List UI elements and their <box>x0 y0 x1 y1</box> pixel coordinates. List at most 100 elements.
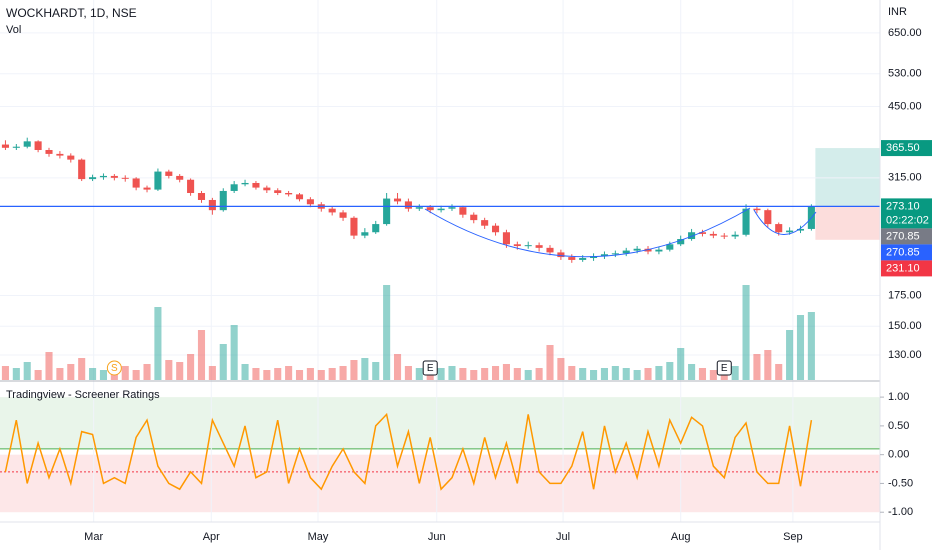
volume-bar <box>502 364 510 380</box>
candle-body <box>666 244 674 250</box>
volume-bar <box>295 370 304 380</box>
candle-body <box>295 194 304 200</box>
volume-bar <box>655 366 663 380</box>
candle-body <box>328 208 336 213</box>
volume-bar <box>677 348 685 380</box>
volume-bar <box>622 368 630 380</box>
event-label: E <box>721 363 728 374</box>
candle-body <box>132 178 140 188</box>
candle-body <box>252 182 260 188</box>
volume-bar <box>78 358 86 380</box>
candle-body <box>753 208 761 211</box>
volume-bar <box>165 360 173 380</box>
volume-bar <box>698 368 707 380</box>
candle-body <box>339 212 347 218</box>
volume-bar <box>154 307 162 380</box>
price-label: 270.85 <box>886 230 920 242</box>
volume-bar <box>513 368 521 380</box>
candle-body <box>12 146 20 148</box>
candle-body <box>274 190 282 194</box>
price-label: 270.85 <box>886 246 920 258</box>
volume-bar <box>753 354 761 380</box>
volume-bar <box>764 350 772 380</box>
candle-body <box>372 224 380 233</box>
candle-body <box>383 198 391 225</box>
candle-body <box>492 225 500 233</box>
price-label-box <box>881 260 932 277</box>
candle-body <box>67 155 75 160</box>
y2-tick-label: -0.50 <box>888 477 913 489</box>
volume-bar <box>393 354 402 380</box>
candle-body <box>263 187 271 191</box>
last-price-box <box>881 198 932 229</box>
x-tick-label: Jun <box>428 531 446 543</box>
candle-body <box>110 175 118 178</box>
candle-body <box>208 199 216 211</box>
volume-bar <box>285 366 293 380</box>
candle-body <box>89 177 97 180</box>
volume-bar <box>89 368 97 380</box>
price-label: 365.50 <box>886 142 920 154</box>
candle-body <box>99 175 108 178</box>
candle-body <box>470 214 478 221</box>
candle-body <box>557 252 565 258</box>
candle-body <box>285 193 293 195</box>
event-label: E <box>427 363 434 374</box>
candle-body <box>546 247 554 253</box>
candle-body <box>775 224 783 233</box>
x-tick-label: Sep <box>783 531 803 543</box>
volume-bar <box>731 366 739 380</box>
candle-body <box>165 171 173 176</box>
volume-bar <box>404 366 412 380</box>
candle-body <box>579 258 587 260</box>
volume-bar <box>197 330 206 380</box>
volume-bar <box>688 364 696 380</box>
volume-bar <box>600 368 608 380</box>
event-icon <box>106 360 122 376</box>
volume-bar <box>317 370 325 380</box>
volume-bar <box>807 312 815 380</box>
candle-body <box>709 233 717 236</box>
volume-bar <box>176 362 184 380</box>
candle-body <box>731 234 739 237</box>
candle-body <box>187 179 195 194</box>
volume-bar <box>274 368 282 380</box>
volume-bar <box>786 330 794 380</box>
candle-body <box>796 228 805 231</box>
candle-body <box>197 193 206 200</box>
y2-tick-label: 0.00 <box>888 449 909 461</box>
price-label: 231.10 <box>886 262 920 274</box>
volume-bar <box>99 370 108 380</box>
volume-bar <box>459 368 467 380</box>
event-icon <box>422 360 438 376</box>
countdown: 02:22:02 <box>886 214 929 226</box>
candle-body <box>437 208 445 211</box>
volume-bar <box>709 370 717 380</box>
volume-bar <box>568 366 576 380</box>
candle-body <box>154 171 162 190</box>
volume-bar <box>12 368 20 380</box>
volume-bar <box>1 366 9 380</box>
volume-bar <box>34 370 42 380</box>
y-tick-label: 650.00 <box>888 27 922 39</box>
volume-bar <box>372 362 380 380</box>
volume-bar <box>143 364 151 380</box>
candle-body <box>306 199 314 205</box>
candle-body <box>600 254 608 257</box>
candle-body <box>688 232 696 240</box>
y-tick-label: 150.00 <box>888 320 922 332</box>
candle-body <box>143 187 151 190</box>
volume-label: Vol <box>6 24 21 36</box>
candle-body <box>481 220 489 226</box>
candle-body <box>230 184 238 191</box>
volume-bar <box>383 285 391 380</box>
cup-drawing <box>424 207 751 258</box>
y-tick-label: 315.00 <box>888 172 922 184</box>
volume-bar <box>546 345 554 380</box>
volume-bar <box>492 366 500 380</box>
stop-zone <box>815 206 880 240</box>
candle-body <box>1 144 9 148</box>
volume-bar <box>535 368 543 380</box>
volume-bar <box>350 360 358 380</box>
